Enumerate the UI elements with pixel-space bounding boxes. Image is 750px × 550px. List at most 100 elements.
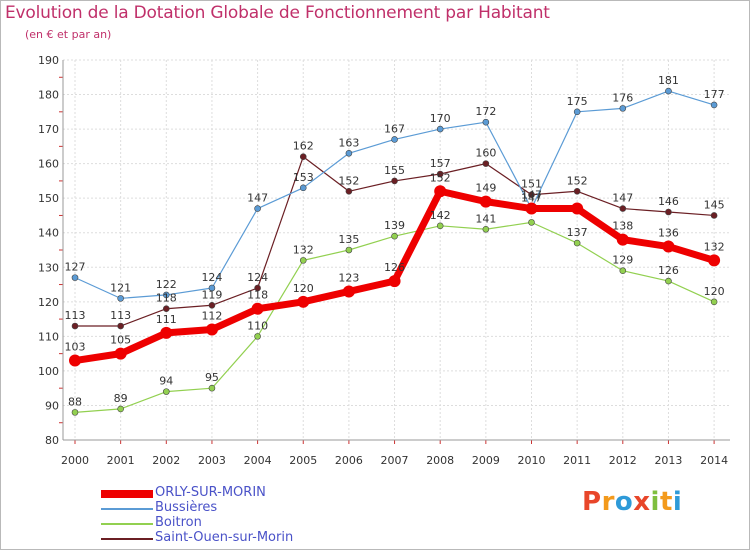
data-label: 172 [475, 105, 496, 118]
data-label: 136 [658, 227, 679, 240]
x-tick-label: 2007 [381, 454, 409, 467]
data-point [163, 388, 170, 395]
data-label: 113 [110, 309, 131, 322]
data-point [254, 284, 261, 292]
data-label: 95 [205, 371, 219, 384]
data-label: 157 [430, 157, 451, 170]
data-label: 126 [384, 261, 405, 274]
data-point [251, 302, 264, 315]
data-point [299, 257, 307, 264]
data-point [391, 232, 398, 240]
data-point [71, 274, 79, 281]
data-point [160, 326, 173, 339]
data-label: 177 [704, 88, 725, 101]
data-point [114, 347, 127, 360]
y-tick-label: 110 [38, 330, 59, 343]
data-point [665, 87, 672, 95]
data-point [254, 205, 261, 212]
x-tick-label: 2001 [107, 454, 135, 467]
data-label: 132 [293, 243, 314, 256]
data-point [163, 305, 170, 313]
data-label: 155 [384, 164, 405, 177]
series-group [69, 87, 721, 416]
logo-letter: x [633, 487, 651, 517]
data-label: 123 [338, 271, 359, 284]
data-point [528, 191, 535, 199]
data-point [436, 125, 444, 133]
data-point [434, 185, 447, 198]
data-label: 103 [65, 341, 86, 354]
logo-letter: r [601, 487, 615, 517]
data-label: 118 [156, 292, 177, 305]
data-point [571, 202, 584, 215]
x-tick-label: 2005 [289, 454, 317, 467]
data-label: 147 [521, 192, 542, 205]
data-label: 138 [612, 220, 633, 233]
legend-swatch [101, 523, 153, 525]
y-tick-label: 120 [38, 296, 59, 309]
data-point [208, 284, 216, 292]
y-tick-label: 190 [38, 54, 59, 67]
data-point [117, 295, 124, 302]
data-label: 139 [384, 219, 405, 232]
data-label: 145 [704, 198, 725, 211]
data-label: 137 [567, 226, 588, 239]
data-label: 152 [567, 174, 588, 187]
y-tick-label: 100 [38, 365, 59, 378]
y-tick-label: 140 [38, 227, 59, 240]
data-point [345, 187, 353, 195]
data-label: 152 [338, 174, 359, 187]
data-label: 105 [110, 334, 131, 347]
data-point [208, 384, 216, 392]
data-point [616, 233, 629, 246]
grid [63, 59, 730, 441]
data-label: 170 [430, 112, 451, 125]
legend-label: ORLY-SUR-MORIN [155, 485, 266, 500]
data-point [479, 195, 492, 208]
y-tick-label: 180 [38, 89, 59, 102]
legend-label: Boitron [155, 515, 202, 530]
data-point [436, 170, 444, 178]
data-point [573, 108, 581, 116]
data-point [710, 212, 718, 219]
x-tick-label: 2008 [426, 454, 454, 467]
data-label: 153 [293, 171, 314, 184]
data-labels: 103 105 111 112 118 120 123 126 152 149 147 138 136 1… [65, 74, 725, 408]
data-point [69, 354, 81, 367]
data-point [573, 187, 581, 195]
data-point [117, 405, 124, 413]
data-point [299, 184, 307, 192]
y-tick-label: 90 [45, 399, 59, 412]
data-point [254, 333, 261, 340]
data-point [345, 246, 353, 254]
data-point [619, 205, 627, 212]
data-point [482, 118, 490, 126]
data-label: 147 [247, 192, 268, 205]
proxiti-logo: Proxiti [582, 487, 682, 517]
y-tick-label: 170 [38, 123, 59, 136]
data-point [573, 239, 581, 247]
data-label: 112 [201, 309, 222, 322]
data-label: 141 [475, 212, 496, 225]
data-label: 135 [338, 233, 359, 246]
data-label: 89 [114, 392, 128, 405]
x-tick-label: 2006 [335, 454, 363, 467]
x-tick-label: 2003 [198, 454, 226, 467]
data-point [619, 105, 627, 112]
data-point [205, 323, 218, 336]
data-point [662, 240, 675, 253]
data-point [299, 153, 307, 161]
data-label: 118 [247, 289, 268, 302]
data-label: 146 [658, 195, 679, 208]
data-point [297, 295, 310, 308]
data-label: 175 [567, 95, 588, 108]
data-label: 162 [293, 140, 314, 153]
logo-letter: o [614, 487, 634, 517]
chart-subtitle: (en € et par an) [25, 28, 112, 41]
legend-label: Bussières [155, 500, 218, 515]
data-label: 142 [430, 209, 451, 222]
legend-label: Saint-Ouen-sur-Morin [155, 530, 294, 545]
logo-letter: i [650, 487, 660, 517]
x-tick-label: 2009 [472, 454, 500, 467]
data-label: 88 [68, 395, 82, 408]
